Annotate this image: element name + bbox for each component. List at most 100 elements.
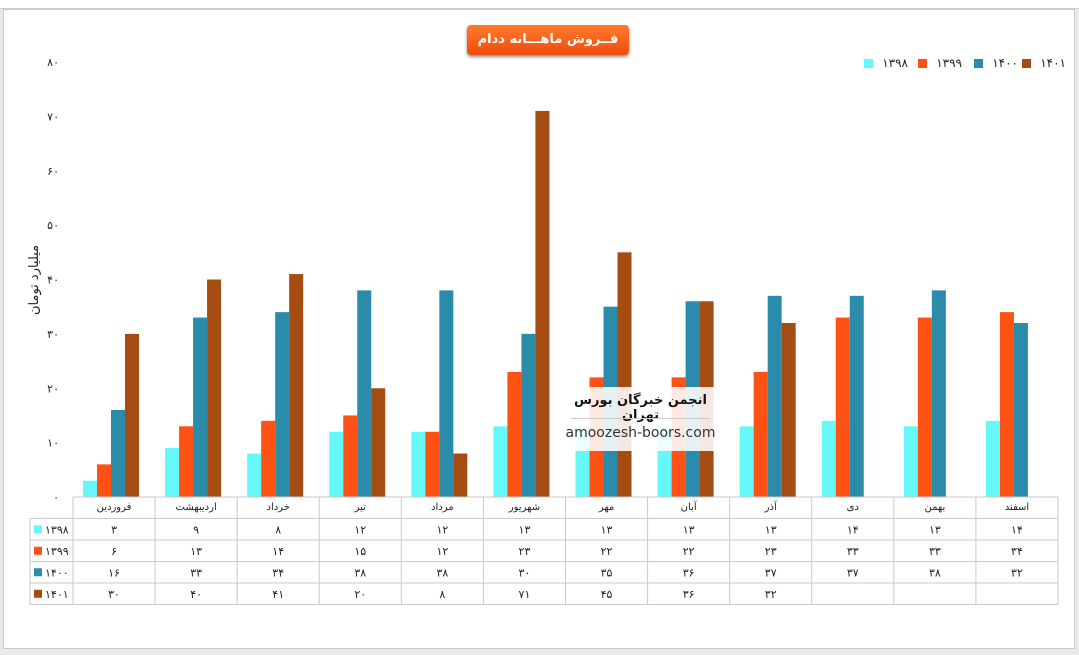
bar bbox=[425, 431, 440, 497]
data-label: ۳۲ bbox=[765, 588, 777, 601]
legend-label: ۱۳۹۸ bbox=[882, 56, 908, 70]
watermark-url: amoozesh-boors.com bbox=[565, 425, 716, 441]
bar bbox=[289, 274, 304, 497]
watermark: انجمن خبرگان بورس تهران amoozesh-boors.c… bbox=[563, 387, 718, 451]
data-label: ۴۵ bbox=[601, 588, 613, 601]
bar bbox=[97, 464, 111, 497]
data-label: ۱۳ bbox=[683, 523, 695, 536]
table-series-name: ۱۴۰۱ bbox=[45, 588, 69, 601]
data-label: ۲۳ bbox=[765, 545, 777, 558]
x-tick-label: فروردین bbox=[97, 502, 132, 513]
data-label: ۳۴ bbox=[272, 566, 284, 579]
legend-key bbox=[34, 589, 42, 598]
data-label: ۱۲ bbox=[354, 523, 366, 536]
data-label: ۳۸ bbox=[436, 566, 448, 579]
bar bbox=[1013, 323, 1028, 497]
bar bbox=[535, 110, 550, 497]
x-tick-label: اسفند bbox=[1005, 502, 1029, 513]
legend-swatch bbox=[1022, 59, 1031, 68]
spreadsheet-gridline-strip bbox=[0, 0, 1079, 9]
data-label: ۱۳ bbox=[190, 545, 202, 558]
bar bbox=[193, 317, 208, 497]
watermark-org-name: انجمن خبرگان بورس تهران bbox=[574, 393, 707, 423]
bar bbox=[781, 323, 796, 497]
bar bbox=[247, 453, 262, 497]
bar bbox=[507, 371, 522, 497]
bar bbox=[493, 426, 508, 497]
y-tick-label: ۲۰ bbox=[47, 382, 59, 395]
bar bbox=[931, 290, 946, 497]
data-label: ۲۲ bbox=[683, 545, 695, 558]
y-axis-label: میلیارد تومان bbox=[27, 245, 42, 315]
bar bbox=[439, 290, 454, 497]
data-label: ۱۴ bbox=[1011, 523, 1023, 536]
y-tick-label: ۵۰ bbox=[47, 219, 59, 232]
data-label: ۳۳ bbox=[190, 566, 202, 579]
y-tick-label: ۱۰ bbox=[47, 437, 59, 450]
data-label: ۴۰ bbox=[190, 588, 202, 601]
bar bbox=[275, 312, 290, 497]
legend-key bbox=[34, 568, 42, 577]
data-label: ۳۳ bbox=[847, 545, 859, 558]
data-label: ۶ bbox=[111, 545, 117, 558]
x-tick-label: اردیبهشت bbox=[176, 502, 217, 513]
y-tick-label: ۶۰ bbox=[47, 165, 59, 178]
data-label: ۱۳ bbox=[601, 523, 613, 536]
bar bbox=[453, 453, 468, 497]
bar bbox=[739, 426, 754, 497]
x-tick-label: آذر bbox=[764, 500, 778, 513]
legend-swatch bbox=[974, 59, 983, 68]
data-label: ۴۱ bbox=[272, 588, 284, 601]
legend-key bbox=[34, 525, 42, 534]
data-label: ۳ bbox=[111, 523, 117, 536]
bar bbox=[329, 431, 344, 497]
bar bbox=[821, 420, 836, 497]
bar bbox=[343, 415, 358, 497]
bar bbox=[903, 426, 918, 497]
data-label: ۲۰ bbox=[354, 588, 366, 601]
data-label: ۱۶ bbox=[108, 566, 120, 579]
bar bbox=[999, 312, 1014, 497]
bar bbox=[179, 426, 194, 497]
bar bbox=[753, 371, 768, 497]
data-label: ۱۳ bbox=[765, 523, 777, 536]
chart-title: فــروش ماهـــانه ددام bbox=[467, 25, 629, 55]
bar bbox=[835, 317, 850, 497]
bar bbox=[411, 431, 426, 497]
legend-label: ۱۴۰۰ bbox=[992, 56, 1018, 70]
data-label: ۸ bbox=[439, 588, 445, 601]
data-label: ۲۲ bbox=[601, 545, 613, 558]
y-tick-label: ۸۰ bbox=[47, 56, 59, 69]
data-label: ۳۷ bbox=[847, 566, 859, 579]
data-label: ۱۴ bbox=[847, 523, 859, 536]
x-tick-label: بهمن bbox=[924, 502, 945, 513]
legend-label: ۱۳۹۹ bbox=[936, 56, 962, 70]
legend-swatch bbox=[864, 59, 873, 68]
data-label: ۷۱ bbox=[519, 588, 531, 601]
bar bbox=[261, 420, 276, 497]
legend-key bbox=[34, 546, 42, 555]
data-label: ۳۴ bbox=[1011, 545, 1023, 558]
bar bbox=[617, 252, 632, 497]
bar bbox=[849, 295, 864, 497]
bar bbox=[125, 333, 139, 497]
data-label: ۳۶ bbox=[683, 566, 695, 579]
bar bbox=[165, 448, 180, 497]
data-label: ۱۲ bbox=[436, 545, 448, 558]
bar bbox=[83, 480, 97, 497]
bar bbox=[917, 317, 932, 497]
bar bbox=[371, 388, 386, 497]
x-tick-label: مهر bbox=[598, 502, 614, 513]
data-label: ۸ bbox=[275, 523, 281, 536]
x-tick-label: آبان bbox=[681, 500, 698, 513]
bar bbox=[767, 295, 782, 497]
data-label: ۳۲ bbox=[1011, 566, 1023, 579]
x-tick-label: تیر bbox=[354, 502, 367, 513]
table-series-name: ۱۳۹۸ bbox=[45, 523, 69, 536]
data-label: ۳۰ bbox=[519, 566, 531, 579]
y-tick-label: ۴۰ bbox=[47, 274, 59, 287]
table-series-name: ۱۳۹۹ bbox=[45, 545, 69, 558]
x-tick-label: مرداد bbox=[431, 502, 454, 513]
data-label: ۱۳ bbox=[519, 523, 531, 536]
